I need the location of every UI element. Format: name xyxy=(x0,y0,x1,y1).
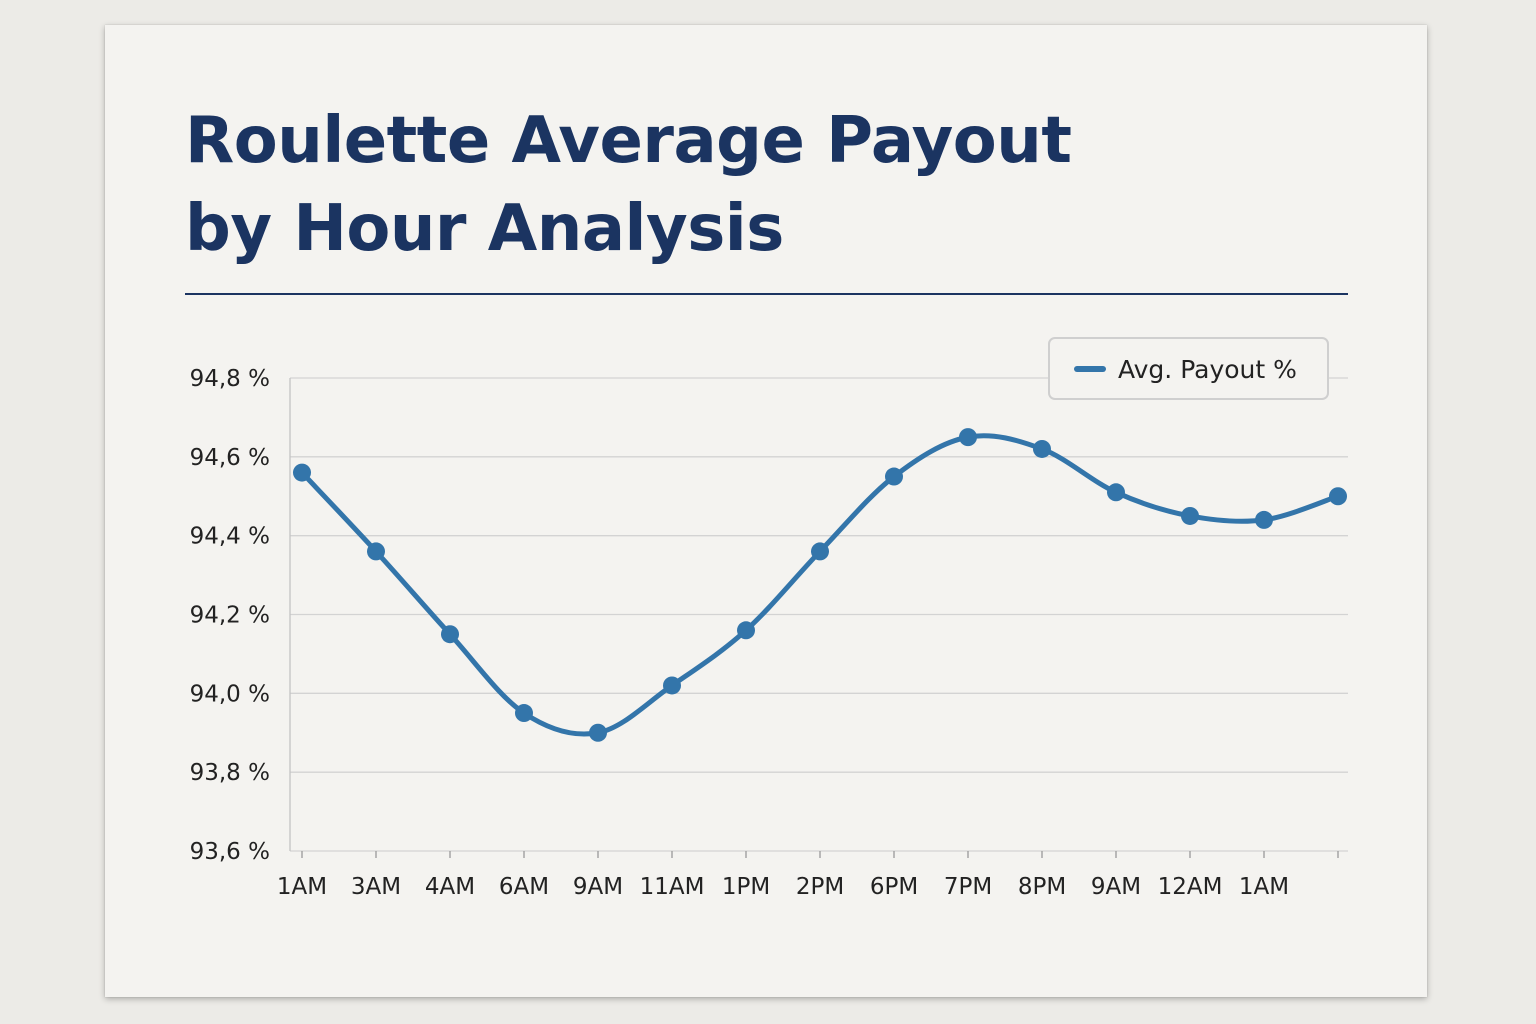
x-tick-label: 11AM xyxy=(640,874,705,900)
y-tick-label: 94,4 % xyxy=(190,524,270,550)
x-tick-label: 9AM xyxy=(1091,874,1141,900)
data-point xyxy=(441,625,459,644)
x-tick-label: 6AM xyxy=(499,874,549,900)
grid-lines xyxy=(290,377,1348,852)
data-point xyxy=(959,428,977,447)
x-tick-label: 3AM xyxy=(351,874,401,900)
series-line xyxy=(299,433,1341,737)
series-layer xyxy=(293,428,1347,742)
x-tick-label: 8PM xyxy=(1018,874,1066,900)
chart-title: Roulette Average Payout by Hour Analysis xyxy=(185,97,1072,273)
data-point xyxy=(663,676,681,695)
x-tick-label: 9AM xyxy=(573,874,623,900)
chart-title-line-2: by Hour Analysis xyxy=(185,192,784,266)
legend: Avg. Payout % xyxy=(1048,337,1329,400)
x-axis: 1AM 3AM 4AM 6AM 9AM 11AM 1PM 2PM 6PM 7PM 8PM 9AM 12A… xyxy=(277,851,1339,900)
title-divider xyxy=(185,293,1348,295)
x-tick-label: 1AM xyxy=(1239,874,1289,900)
data-point xyxy=(589,723,607,742)
y-tick-label: 93,6 % xyxy=(190,839,270,865)
data-point xyxy=(293,463,311,482)
data-point xyxy=(1329,487,1347,506)
y-tick-label: 94,6 % xyxy=(190,445,270,471)
data-point xyxy=(811,542,829,561)
x-tick-label: 12AM xyxy=(1158,874,1223,900)
data-point xyxy=(737,621,755,640)
x-tick-label: 6PM xyxy=(870,874,918,900)
x-tick-label: 2PM xyxy=(796,874,844,900)
y-tick-label: 94,8 % xyxy=(190,366,270,392)
data-point xyxy=(367,542,385,561)
data-point xyxy=(1033,439,1051,458)
y-tick-label: 94,0 % xyxy=(190,681,270,707)
y-axis: 93,6 % 93,8 % 94,0 % 94,2 % 94,4 % 94,6 % 94,8… xyxy=(190,366,291,865)
data-point xyxy=(515,704,533,723)
legend-box xyxy=(1048,337,1329,400)
x-tick-label: 7PM xyxy=(944,874,992,900)
x-tick-label: 1AM xyxy=(277,874,327,900)
chart-title-line-1: Roulette Average Payout xyxy=(185,104,1072,178)
y-tick-label: 94,2 % xyxy=(190,603,270,629)
data-point xyxy=(1255,510,1273,529)
data-point xyxy=(1107,483,1125,502)
x-tick-label: 4AM xyxy=(425,874,475,900)
data-point xyxy=(885,467,903,486)
line-chart: 93,6 % 93,8 % 94,0 % 94,2 % 94,4 % 94,6 % 94,8… xyxy=(190,337,1348,900)
legend-label: Avg. Payout % xyxy=(1118,355,1297,384)
data-point xyxy=(1181,506,1199,525)
chart-card: Roulette Average Payout by Hour Analysis… xyxy=(105,25,1427,997)
x-tick-label: 1PM xyxy=(722,874,770,900)
y-tick-label: 93,8 % xyxy=(190,760,270,786)
